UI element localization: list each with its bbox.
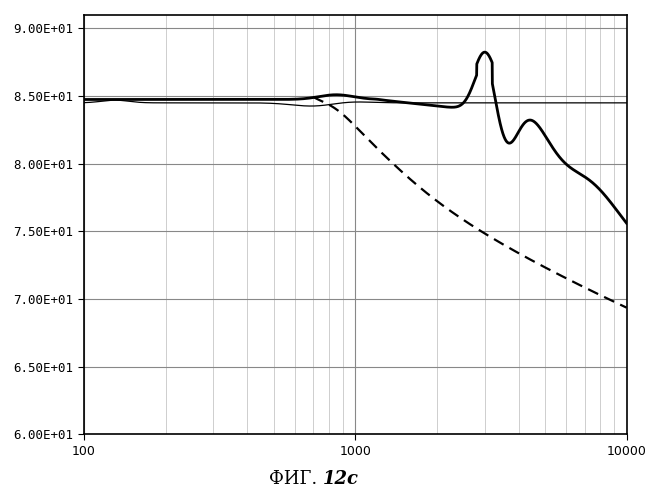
Text: 12c: 12c [323, 470, 359, 488]
Text: ФИГ.: ФИГ. [269, 470, 323, 488]
